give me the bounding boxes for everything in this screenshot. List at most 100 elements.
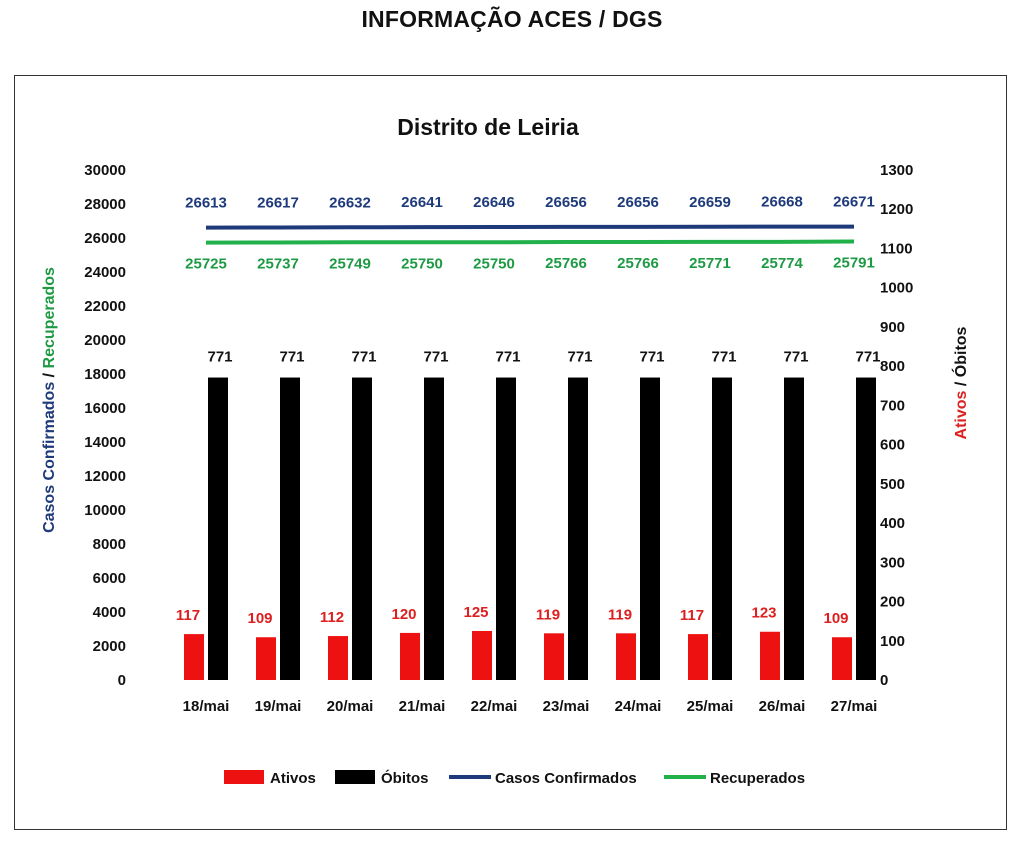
legend-ativos-label: Ativos [270, 770, 316, 787]
right-tick-label: 0 [880, 672, 888, 689]
data-label-ativos: 112 [320, 609, 344, 626]
bar-obitos [280, 377, 300, 680]
left-tick-label: 8000 [93, 536, 126, 553]
left-tick-label: 16000 [84, 400, 126, 417]
left-axis-title-confirmados: Casos Confirmados [41, 382, 58, 533]
legend-ativos-swatch [224, 770, 264, 784]
data-label-obitos: 771 [351, 349, 376, 366]
left-axis-title-recuperados: Recuperados [41, 267, 58, 368]
category-label: 20/mai [327, 698, 374, 715]
right-tick-label: 600 [880, 437, 905, 454]
data-label-ativos: 117 [680, 607, 704, 624]
data-label-confirmados: 26646 [473, 194, 515, 211]
category-label: 25/mai [687, 698, 734, 715]
data-label-recuperados: 25750 [401, 255, 443, 272]
right-tick-label: 900 [880, 319, 905, 336]
right-tick-label: 400 [880, 515, 905, 532]
line-casos-confirmados [205, 224, 855, 230]
category-label: 19/mai [255, 698, 302, 715]
data-label-recuperados: 25766 [617, 255, 659, 272]
data-label-ativos: 119 [608, 606, 632, 623]
category-label: 27/mai [831, 698, 878, 715]
bar-ativos [688, 634, 708, 680]
line-recuperados [205, 239, 855, 245]
svg-text:Casos Confirmados / Recuperado: Casos Confirmados / Recuperados [41, 267, 58, 533]
bar-ativos [472, 630, 492, 680]
bar-ativos [760, 631, 780, 680]
svg-text:Ativos / Óbitos: Ativos / Óbitos [951, 326, 970, 439]
data-label-ativos: 109 [247, 610, 272, 627]
left-tick-label: 26000 [84, 230, 126, 247]
legend-recuperados: Recuperados [664, 770, 805, 787]
left-tick-label: 10000 [84, 502, 126, 519]
bar-obitos [424, 377, 444, 680]
legend-obitos-label: Óbitos [381, 769, 429, 787]
category-label: 26/mai [759, 698, 806, 715]
data-label-obitos: 771 [639, 349, 664, 366]
data-label-confirmados: 26632 [329, 194, 371, 211]
data-label-obitos: 771 [279, 349, 304, 366]
data-label-recuperados: 25771 [689, 255, 731, 272]
data-label-obitos: 771 [495, 349, 520, 366]
data-label-obitos: 771 [855, 349, 880, 366]
data-label-ativos: 125 [463, 604, 488, 621]
bar-obitos [784, 377, 804, 680]
data-label-confirmados: 26668 [761, 194, 803, 211]
data-label-confirmados: 26671 [833, 194, 875, 211]
left-tick-label: 18000 [84, 366, 126, 383]
data-label-ativos: 109 [823, 610, 848, 627]
chart-title: Distrito de Leiria [397, 114, 579, 140]
right-tick-label: 800 [880, 358, 905, 375]
bar-ativos [328, 636, 348, 680]
data-label-confirmados: 26656 [617, 194, 659, 211]
left-tick-label: 12000 [84, 468, 126, 485]
bar-obitos [208, 377, 228, 680]
data-label-recuperados: 25774 [761, 255, 803, 272]
data-label-confirmados: 26659 [689, 194, 731, 211]
bar-ativos [184, 634, 204, 680]
data-label-recuperados: 25766 [545, 255, 587, 272]
left-axis-title-separator: / [41, 368, 58, 381]
left-tick-label: 24000 [84, 264, 126, 281]
bar-ativos [832, 637, 852, 680]
data-label-ativos: 119 [536, 606, 560, 623]
legend-obitos: Óbitos [335, 769, 429, 787]
right-tick-label: 300 [880, 554, 905, 571]
data-label-ativos: 120 [391, 606, 416, 623]
data-label-ativos: 123 [751, 605, 776, 622]
data-label-recuperados: 25725 [185, 256, 227, 273]
right-tick-label: 700 [880, 397, 905, 414]
legend-casos-confirmados: Casos Confirmados [449, 770, 637, 787]
right-tick-label: 500 [880, 476, 905, 493]
right-tick-label: 1300 [880, 162, 913, 179]
data-label-recuperados: 25737 [257, 255, 299, 272]
data-label-recuperados: 25749 [329, 255, 371, 272]
right-tick-label: 1000 [880, 280, 913, 297]
data-label-recuperados: 25750 [473, 255, 515, 272]
bar-ativos [400, 632, 420, 680]
bar-obitos [856, 377, 876, 680]
left-tick-label: 14000 [84, 434, 126, 451]
category-label: 22/mai [471, 698, 518, 715]
right-axis-title-obitos: Óbitos [951, 326, 970, 377]
data-label-obitos: 771 [567, 349, 592, 366]
legend-ativos: Ativos [224, 770, 316, 787]
left-axis-title: Casos Confirmados / Recuperados [41, 267, 58, 533]
left-tick-label: 22000 [84, 298, 126, 315]
category-label: 23/mai [543, 698, 590, 715]
data-label-confirmados: 26641 [401, 194, 443, 211]
left-tick-label: 2000 [93, 638, 126, 655]
right-axis-title: Ativos / Óbitos [951, 326, 970, 439]
data-label-obitos: 771 [207, 349, 232, 366]
chart-frame [14, 75, 1007, 830]
bar-obitos [352, 377, 372, 680]
data-label-confirmados: 26613 [185, 195, 227, 212]
bar-obitos [712, 377, 732, 680]
bar-obitos [496, 377, 516, 680]
category-label: 21/mai [399, 698, 446, 715]
category-label: 24/mai [615, 698, 662, 715]
legend-recuperados-label: Recuperados [710, 770, 805, 787]
bar-obitos [640, 377, 660, 680]
page-title: INFORMAÇÃO ACES / DGS [361, 6, 663, 32]
